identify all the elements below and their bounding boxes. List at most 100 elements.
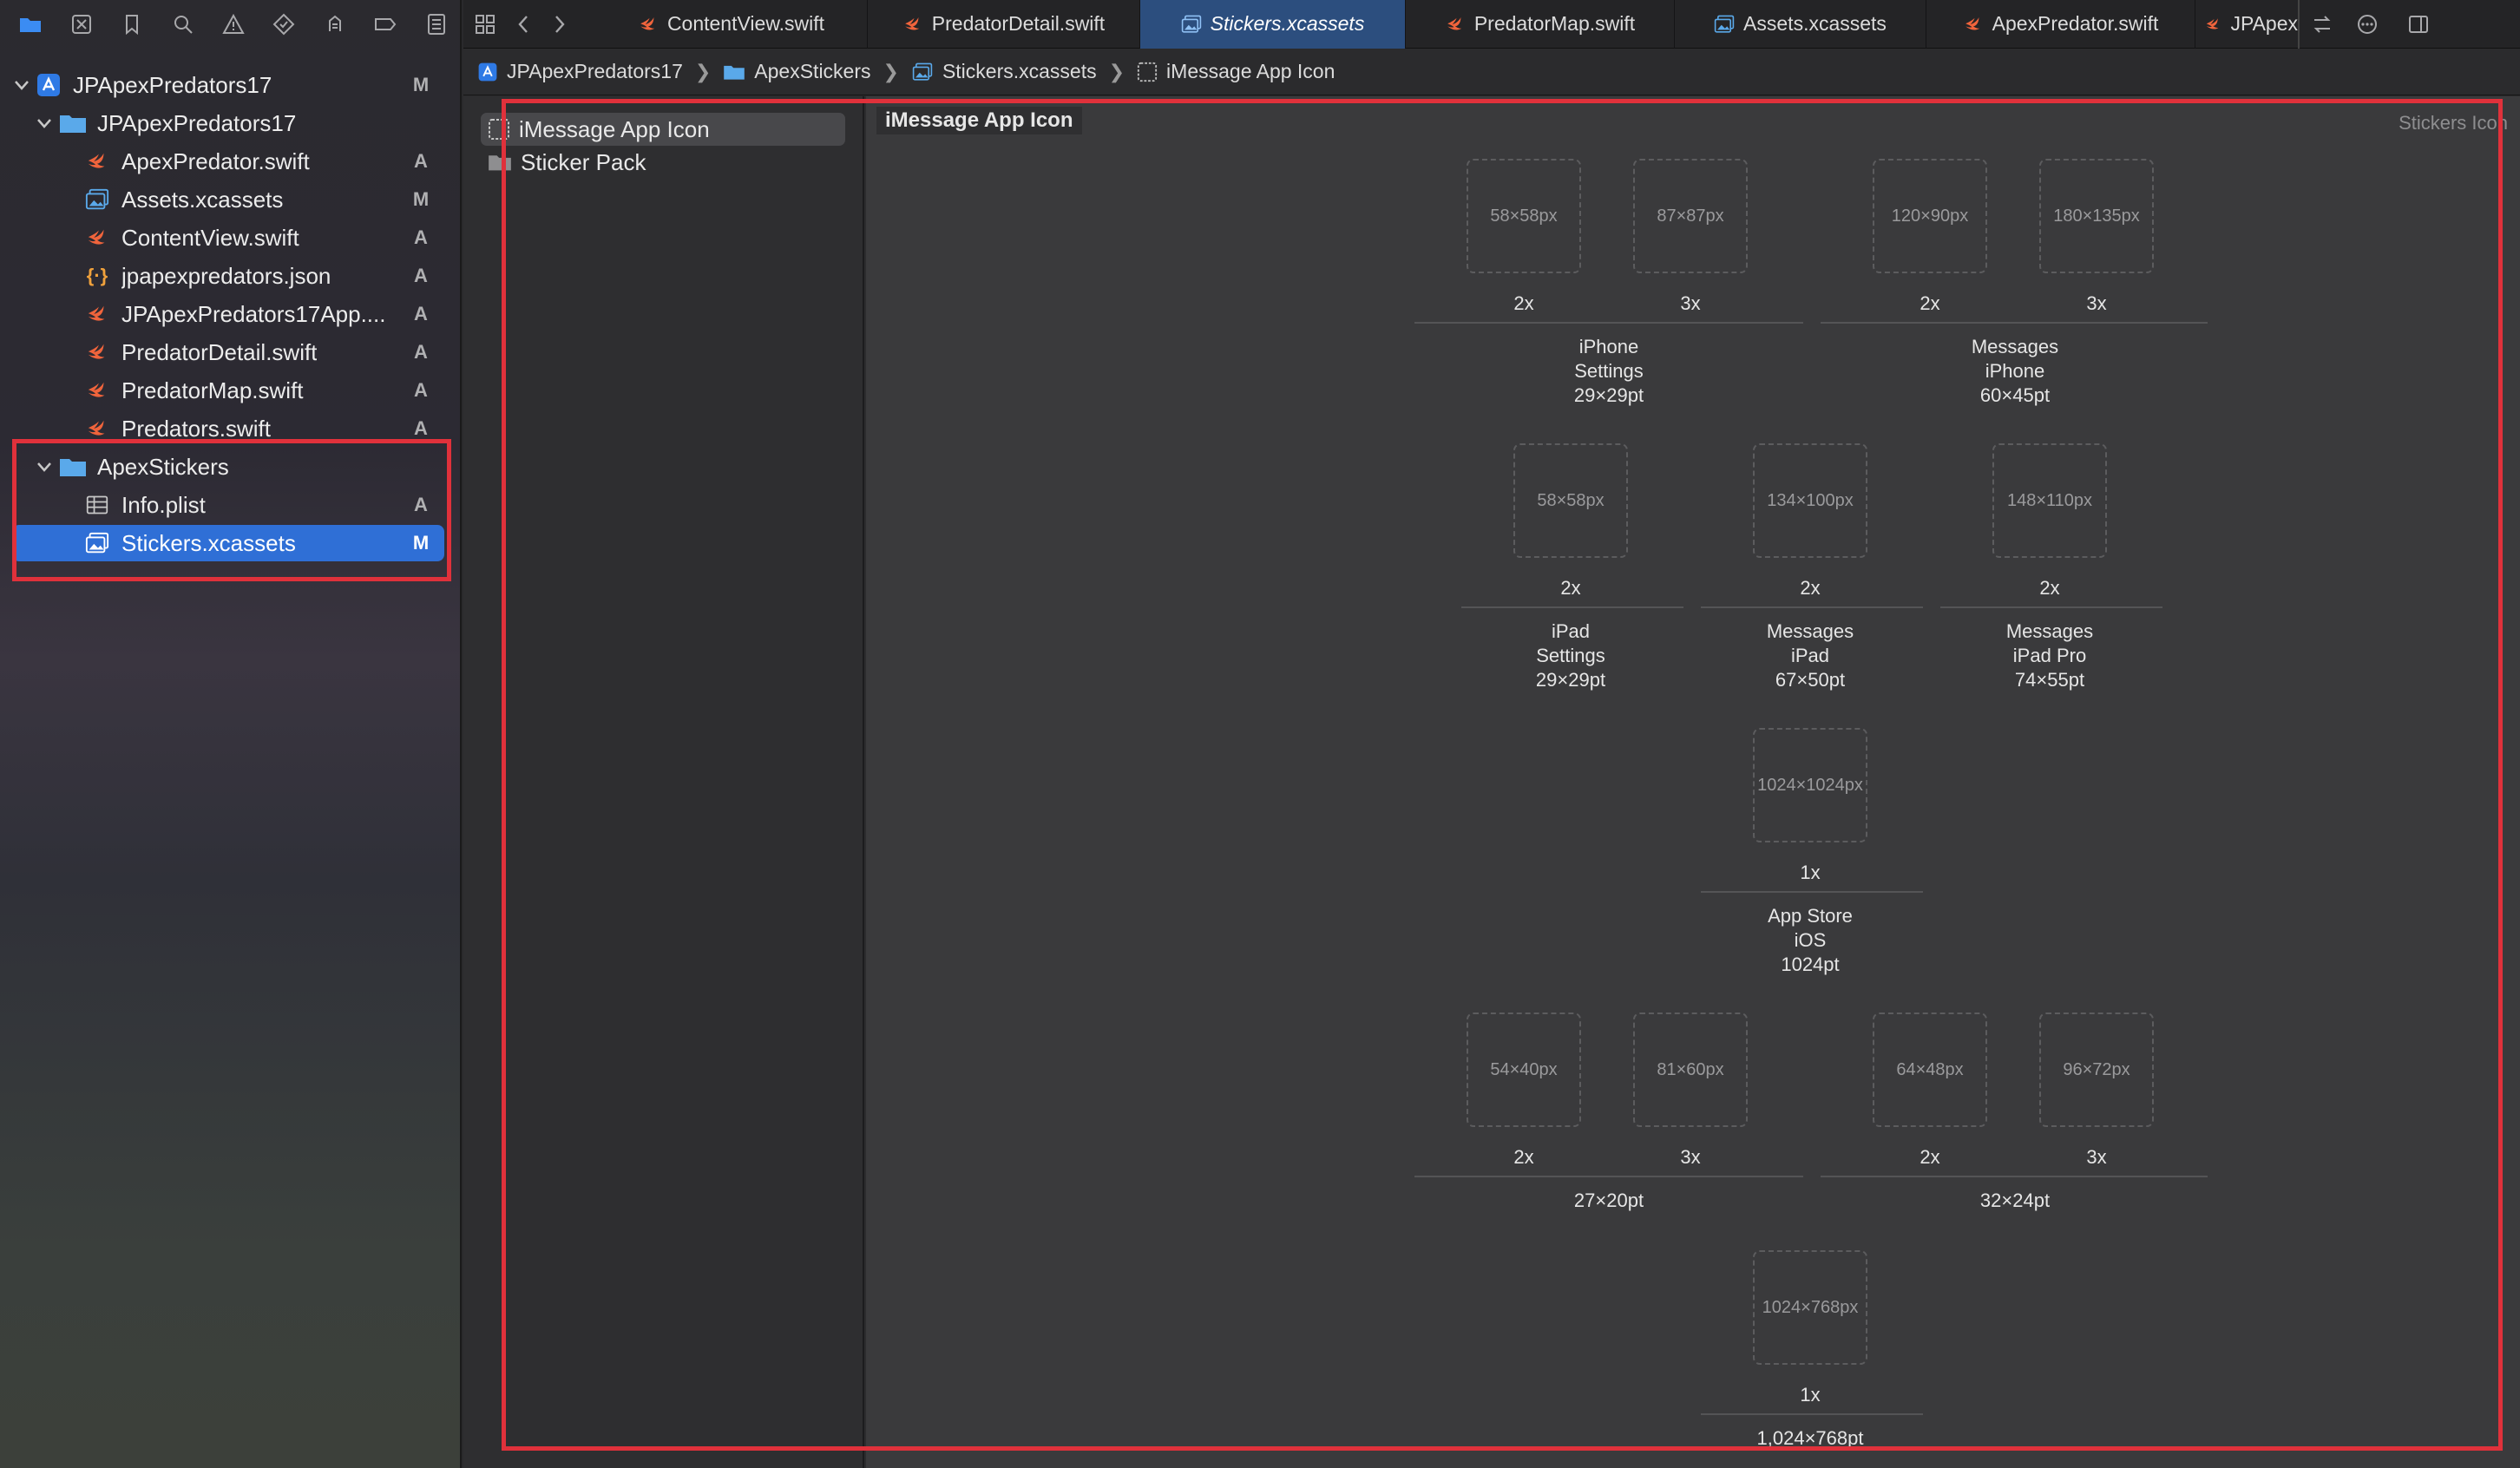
image-well[interactable]: 87×87px [1633,159,1748,273]
tab-jpapex-truncated[interactable]: JPApex [2195,0,2300,49]
icon-slot[interactable]: 87×87px 3x [1633,159,1748,315]
chevron-down-icon[interactable] [12,75,31,95]
icon-slot[interactable]: 58×58px 2x [1513,443,1628,600]
tree-row-file[interactable]: JPApexPredators17App.... A [0,295,462,333]
image-well[interactable]: 120×90px [1873,159,1987,273]
tree-row-label: JPApexPredators17 [73,71,272,98]
xcode-project-icon [478,62,497,81]
forward-chevron-icon[interactable] [541,0,576,49]
scale-label: 2x [1513,1146,1534,1168]
chevron-down-icon[interactable] [35,114,54,133]
icon-slot[interactable]: 120×90px 2x [1873,159,1987,315]
tree-row-file[interactable]: ApexPredator.swift A [0,142,462,180]
icon-slot[interactable]: 180×135px 3x [2039,159,2154,315]
folder-icon [489,155,511,171]
tab-predatormap[interactable]: PredatorMap.swift [1406,0,1675,49]
swap-arrows-icon[interactable] [2300,0,2345,49]
group-divider [1701,1413,1923,1415]
tab-assets-xcassets[interactable]: Assets.xcassets [1675,0,1926,49]
icon-slot[interactable]: 81×60px 3x [1633,1013,1748,1169]
group-label: App Store iOS 1024pt [1768,905,1853,975]
search-icon[interactable] [157,0,207,49]
breadcrumb-folder[interactable]: ApexStickers [723,60,871,83]
tree-row-label: PredatorDetail.swift [121,338,318,365]
tab-label: PredatorDetail.swift [931,12,1106,35]
status-badge: A [414,379,428,401]
test-diamond-icon[interactable] [259,0,309,49]
image-well[interactable]: 96×72px [2039,1013,2154,1127]
asset-item-label: iMessage App Icon [519,115,710,142]
asset-item-sticker-pack[interactable]: Sticker Pack [481,146,845,179]
icon-slot[interactable]: 134×100px 2x [1753,443,1867,600]
tab-contentview[interactable]: ContentView.swift [595,0,868,49]
tree-row-label: Info.plist [121,491,206,518]
tree-row-group[interactable]: JPApexPredators17 [0,104,462,142]
tree-row-label: jpapexpredators.json [121,262,331,289]
swift-file-icon [83,301,111,327]
tree-row-file[interactable]: PredatorDetail.swift A [0,333,462,371]
chevron-down-icon[interactable] [35,457,54,476]
bookmark-icon[interactable] [107,0,157,49]
image-well[interactable]: 180×135px [2039,159,2154,273]
asset-catalog-icon [83,530,111,556]
breadcrumb-project[interactable]: JPApexPredators17 [477,60,683,83]
folder-icon[interactable] [5,0,56,49]
breadcrumb-catalog[interactable]: Stickers.xcassets [911,60,1097,83]
tree-row-group[interactable]: ApexStickers [0,448,462,486]
warning-icon[interactable] [208,0,259,49]
icon-slot[interactable]: 96×72px 3x [2039,1013,2154,1169]
image-well[interactable]: 1024×768px [1753,1250,1867,1365]
image-well[interactable]: 58×58px [1467,159,1581,273]
status-badge: A [414,341,428,363]
chevron-right-icon: ❯ [694,60,712,82]
breadcrumb-label: JPApexPredators17 [507,60,683,82]
breakpoint-icon[interactable] [360,0,410,49]
source-control-icon[interactable] [56,0,106,49]
debug-icon[interactable] [310,0,360,49]
more-options-icon[interactable] [2345,0,2390,49]
report-icon[interactable] [411,0,462,49]
status-badge: M [412,532,430,554]
tab-apexpredator[interactable]: ApexPredator.swift [1926,0,2195,49]
icon-slot[interactable]: 58×58px 2x [1467,159,1581,315]
tree-row-file[interactable]: {·} jpapexpredators.json A [0,257,462,295]
asset-item-imessage-app-icon[interactable]: iMessage App Icon [481,113,845,146]
inspector-toggle-icon[interactable] [2390,0,2447,49]
tree-row-file[interactable]: Info.plist A [0,486,462,524]
back-chevron-icon[interactable] [507,0,541,49]
tree-row-file[interactable]: PredatorMap.swift A [0,371,462,410]
tab-stickers-xcassets[interactable]: Stickers.xcassets [1140,0,1406,49]
group-divider [1414,1176,1803,1177]
scale-label: 2x [1513,292,1534,314]
image-well[interactable]: 1024×1024px [1753,728,1867,842]
breadcrumb-asset[interactable]: iMessage App Icon [1137,60,1335,83]
tree-row-file[interactable]: ContentView.swift A [0,219,462,257]
tree-row-file[interactable]: Predators.swift A [0,410,462,448]
scale-label: 1x [1800,1384,1821,1406]
image-well[interactable]: 134×100px [1753,443,1867,558]
tab-predatordetail[interactable]: PredatorDetail.swift [868,0,1140,49]
tree-row-project[interactable]: JPApexPredators17 M [0,66,462,104]
image-well[interactable]: 54×40px [1467,1013,1581,1127]
jump-bar-breadcrumb: JPApexPredators17 ❯ ApexStickers ❯ Stick… [463,49,2520,95]
image-well[interactable]: 58×58px [1513,443,1628,558]
plist-file-icon [83,492,111,518]
icon-slot[interactable]: 1024×768px 1x [1753,1250,1867,1406]
icon-slot[interactable]: 1024×1024px 1x [1753,728,1867,884]
icon-slot[interactable]: 54×40px 2x [1467,1013,1581,1169]
dashed-square-icon [1137,62,1158,82]
swift-file-icon [83,339,111,365]
scale-label: 2x [2039,577,2060,599]
image-well[interactable]: 81×60px [1633,1013,1748,1127]
grid-icon[interactable] [463,0,507,49]
tree-row-file-selected[interactable]: Stickers.xcassets M [0,524,462,562]
image-well[interactable]: 64×48px [1873,1013,1987,1127]
group-label: Messages iPad Pro 74×55pt [2005,620,2094,691]
selection-highlight [12,525,444,561]
tree-row-file[interactable]: Assets.xcassets M [0,180,462,219]
scale-label: 3x [2086,1146,2107,1168]
icon-slot[interactable]: 64×48px 2x [1873,1013,1987,1169]
icon-slot[interactable]: 148×110px 2x [1992,443,2107,600]
group-divider [1821,322,2208,324]
image-well[interactable]: 148×110px [1992,443,2107,558]
